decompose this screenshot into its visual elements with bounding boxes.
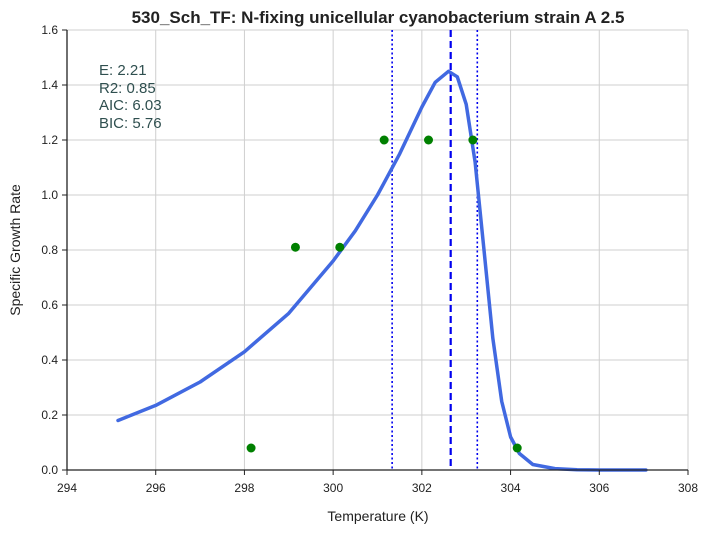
- y-tick-label: 1.2: [41, 133, 58, 147]
- stat-e: E: 2.21: [99, 62, 147, 79]
- y-tick-label: 0.6: [41, 298, 58, 312]
- x-tick-label: 304: [501, 481, 521, 495]
- x-tick-label: 296: [146, 481, 166, 495]
- x-tick-label: 306: [589, 481, 609, 495]
- x-tick-label: 302: [412, 481, 432, 495]
- data-points: [246, 135, 522, 453]
- data-point: [290, 242, 300, 252]
- x-tick-label: 308: [678, 481, 698, 495]
- data-point: [512, 443, 522, 453]
- data-point: [335, 242, 345, 252]
- data-point: [246, 443, 256, 453]
- chart-title: 530_Sch_TF: N-fixing unicellular cyanoba…: [132, 8, 625, 27]
- data-point: [468, 135, 478, 145]
- data-point: [379, 135, 389, 145]
- y-tick-label: 0.4: [41, 353, 58, 367]
- stat-aic: AIC: 6.03: [99, 97, 162, 114]
- y-tick-label: 0.2: [41, 408, 58, 422]
- axis-ticks: 294 296 298 300 302 304 306 308 0.0 0.2 0.4 0.6 0.8 1…: [41, 23, 698, 495]
- y-tick-label: 1.4: [41, 78, 58, 92]
- grid: [67, 29, 689, 470]
- y-tick-label: 1.6: [41, 23, 58, 37]
- y-tick-label: 0.0: [41, 463, 58, 477]
- y-tick-label: 1.0: [41, 188, 58, 202]
- x-tick-label: 300: [323, 481, 343, 495]
- fit-curve: [116, 69, 648, 472]
- vertical-reference-lines: [391, 30, 479, 470]
- stat-bic: BIC: 5.76: [99, 115, 162, 132]
- x-tick-label: 294: [57, 481, 77, 495]
- fit-curve-layer: [116, 69, 648, 472]
- y-tick-label: 0.8: [41, 243, 58, 257]
- x-axis-label: Temperature (K): [327, 508, 428, 524]
- stat-r2: R2: 0.85: [99, 80, 156, 97]
- x-tick-label: 298: [234, 481, 254, 495]
- data-point: [424, 135, 434, 145]
- y-axis-label: Specific Growth Rate: [7, 184, 23, 316]
